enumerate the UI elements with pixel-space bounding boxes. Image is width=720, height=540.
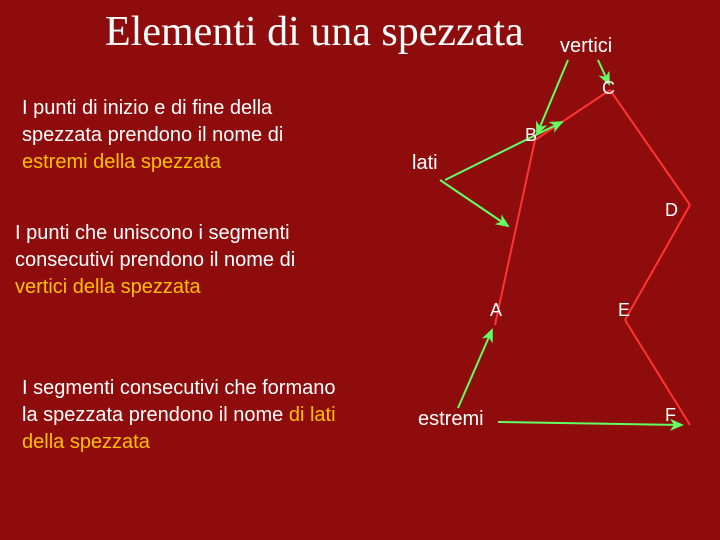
annotation-arrows bbox=[440, 60, 682, 425]
vertex-label-B: B bbox=[525, 125, 537, 146]
vertex-label-E: E bbox=[618, 300, 630, 321]
arrow-lati-1 bbox=[445, 122, 562, 180]
vertex-label-C: C bbox=[602, 78, 615, 99]
vertex-label-F: F bbox=[665, 405, 676, 426]
arrow-estremi-0 bbox=[458, 330, 492, 408]
vertex-label-A: A bbox=[490, 300, 502, 321]
edge-A-B bbox=[495, 140, 535, 325]
annotation-label-estremi: estremi bbox=[418, 408, 484, 431]
edge-D-E bbox=[625, 205, 690, 320]
vertex-label-D: D bbox=[665, 200, 678, 221]
arrow-lati-0 bbox=[440, 180, 508, 226]
arrow-estremi-1 bbox=[498, 422, 682, 425]
annotation-label-vertici: vertici bbox=[560, 35, 612, 58]
slide-stage: Elementi di una spezzata I punti di iniz… bbox=[0, 0, 720, 540]
edge-C-D bbox=[610, 90, 690, 205]
annotation-label-lati: lati bbox=[412, 152, 438, 175]
edge-E-F bbox=[625, 320, 690, 425]
edge-B-C bbox=[535, 90, 610, 140]
arrow-vertici-0 bbox=[537, 60, 568, 134]
